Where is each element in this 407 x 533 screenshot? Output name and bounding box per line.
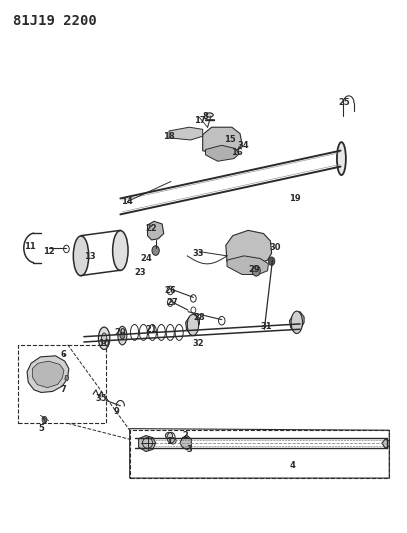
Ellipse shape	[291, 311, 302, 334]
Polygon shape	[27, 356, 69, 392]
Ellipse shape	[101, 333, 107, 344]
Text: 10: 10	[98, 339, 110, 348]
Polygon shape	[169, 127, 203, 140]
Text: 1: 1	[166, 438, 172, 447]
Polygon shape	[289, 312, 304, 334]
Text: 17: 17	[194, 116, 205, 125]
Text: 15: 15	[224, 135, 236, 144]
Polygon shape	[186, 314, 199, 335]
Ellipse shape	[170, 438, 176, 444]
Ellipse shape	[165, 432, 173, 439]
Polygon shape	[203, 127, 242, 156]
Text: 4: 4	[290, 462, 295, 470]
Text: 30: 30	[270, 244, 282, 253]
Circle shape	[252, 265, 260, 276]
Text: 27: 27	[166, 298, 178, 307]
Ellipse shape	[98, 327, 110, 350]
Ellipse shape	[206, 113, 213, 117]
Circle shape	[268, 257, 275, 265]
Text: 25: 25	[339, 98, 350, 107]
Text: 28: 28	[194, 312, 205, 321]
Text: 22: 22	[146, 224, 158, 233]
Text: 8: 8	[203, 112, 208, 121]
Ellipse shape	[73, 236, 89, 276]
Text: 14: 14	[120, 197, 132, 206]
Polygon shape	[139, 435, 155, 451]
Ellipse shape	[118, 326, 127, 345]
Text: 32: 32	[193, 339, 204, 348]
Text: 18: 18	[163, 132, 175, 141]
Text: 3: 3	[186, 446, 192, 455]
Text: 81J19 2200: 81J19 2200	[13, 14, 96, 28]
Polygon shape	[32, 361, 64, 387]
Circle shape	[120, 333, 125, 339]
Text: 23: 23	[135, 269, 147, 277]
Text: 19: 19	[289, 194, 301, 203]
Text: 35: 35	[96, 394, 107, 403]
Polygon shape	[226, 230, 271, 265]
Polygon shape	[227, 256, 268, 274]
Text: 7: 7	[61, 385, 66, 394]
Text: 21: 21	[145, 325, 157, 334]
Text: 34: 34	[237, 141, 249, 150]
Text: 12: 12	[43, 247, 55, 256]
Text: 29: 29	[248, 265, 260, 273]
Text: 16: 16	[231, 148, 243, 157]
Text: 9: 9	[114, 407, 119, 416]
Polygon shape	[180, 435, 191, 450]
Circle shape	[42, 416, 47, 423]
Text: 20: 20	[114, 328, 126, 337]
Text: 6: 6	[61, 350, 66, 359]
Bar	[130, 430, 389, 478]
Text: 24: 24	[140, 254, 152, 263]
Text: 2: 2	[182, 431, 188, 440]
Text: 31: 31	[260, 321, 272, 330]
Text: 33: 33	[193, 249, 204, 258]
Text: 26: 26	[164, 286, 176, 295]
Ellipse shape	[113, 231, 128, 270]
Text: 5: 5	[38, 424, 44, 433]
Polygon shape	[147, 221, 164, 240]
Circle shape	[152, 246, 159, 255]
Polygon shape	[206, 146, 239, 161]
Ellipse shape	[337, 142, 346, 175]
Text: 13: 13	[84, 253, 96, 261]
Polygon shape	[65, 375, 69, 381]
Text: 11: 11	[24, 242, 36, 251]
Ellipse shape	[187, 314, 199, 336]
Bar	[18, 345, 106, 423]
Polygon shape	[382, 439, 389, 448]
